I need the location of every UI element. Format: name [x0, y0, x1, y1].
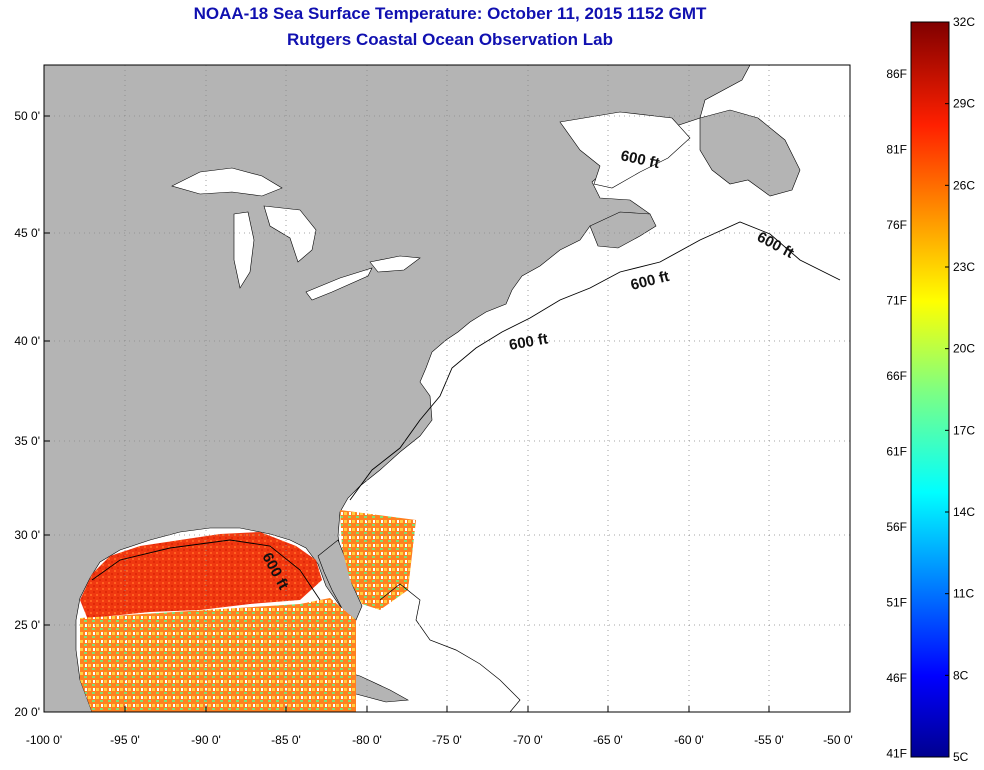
lon-label: -80 0' — [352, 733, 382, 747]
colorbar-celsius-label: 23C — [953, 260, 975, 274]
colorbar-fahrenheit-label: 41F — [886, 747, 907, 761]
colorbar-celsius-label: 8C — [953, 668, 969, 682]
lat-label: 50 0' — [14, 109, 40, 123]
colorbar-fahrenheit-label: 61F — [886, 445, 907, 459]
bahamas-outline — [379, 583, 521, 712]
colorbar-fahrenheit-label: 76F — [886, 218, 907, 232]
colorbar-fahrenheit-label: 46F — [886, 671, 907, 685]
colorbar-fahrenheit-label: 51F — [886, 596, 907, 610]
colorbar-celsius-label: 11C — [953, 587, 974, 601]
lake-erie — [305, 267, 373, 301]
lon-label: -85 0' — [271, 733, 301, 747]
colorbar-celsius-label: 32C — [953, 15, 975, 29]
land-mass — [44, 65, 751, 712]
temperature-colorbar: 32C 29C 26C 23C 20C 17C 14C 11C 8C 5C 86F 81F 76F 71… — [886, 15, 975, 764]
sst-swath-south — [80, 598, 356, 712]
lat-label: 35 0' — [14, 434, 40, 448]
newfoundland — [699, 109, 801, 197]
colorbar-celsius-label: 5C — [953, 750, 969, 764]
lat-label: 20 0' — [14, 705, 40, 719]
lat-label: 45 0' — [14, 226, 40, 240]
sst-swath-gulf — [80, 532, 322, 620]
lake-superior — [171, 167, 283, 197]
colorbar-fahrenheit-label: 71F — [886, 294, 907, 308]
colorbar-celsius-label: 14C — [953, 505, 975, 519]
colorbar-fahrenheit-label: 56F — [886, 520, 907, 534]
lon-label: -75 0' — [432, 733, 462, 747]
sst-map: 50 0' 45 0' 40 0' 35 0' 30 0' 25 0' 20 0… — [14, 64, 853, 747]
lat-label: 30 0' — [14, 528, 40, 542]
colorbar-gradient — [910, 21, 950, 758]
lat-label: 40 0' — [14, 334, 40, 348]
colorbar-celsius-label: 17C — [953, 423, 975, 437]
map-subtitle: Rutgers Coastal Ocean Observation Lab — [287, 30, 613, 49]
lon-label: -60 0' — [674, 733, 704, 747]
lon-label: -90 0' — [191, 733, 221, 747]
nova-scotia — [589, 211, 657, 249]
lon-label: -65 0' — [593, 733, 623, 747]
map-title: NOAA-18 Sea Surface Temperature: October… — [193, 4, 707, 23]
lake-ontario — [369, 255, 421, 273]
lat-label: 25 0' — [14, 618, 40, 632]
colorbar-celsius-label: 20C — [953, 342, 975, 356]
lake-michigan — [233, 211, 255, 289]
lon-label: -55 0' — [754, 733, 784, 747]
lon-label: -50 0' — [823, 733, 853, 747]
lake-huron — [263, 205, 317, 263]
colorbar-fahrenheit-label: 81F — [886, 143, 907, 157]
colorbar-celsius-label: 29C — [953, 97, 975, 111]
lon-label: -70 0' — [513, 733, 543, 747]
contour-label: 600 ft — [508, 330, 550, 354]
colorbar-fahrenheit-label: 66F — [886, 369, 907, 383]
isobath-600ft-gulf — [91, 539, 321, 601]
colorbar-fahrenheit-label: 86F — [886, 67, 907, 81]
isobath-600ft — [349, 221, 841, 501]
colorbar-celsius-label: 26C — [953, 178, 975, 192]
florida — [317, 539, 363, 621]
lon-label: -95 0' — [110, 733, 140, 747]
lon-label: -100 0' — [26, 733, 62, 747]
